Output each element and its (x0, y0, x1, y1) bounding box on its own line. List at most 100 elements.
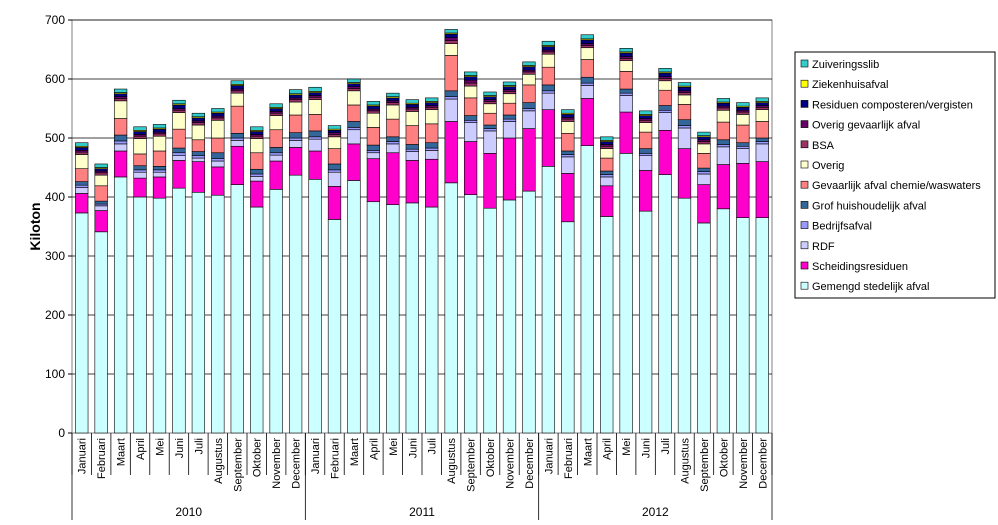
bar-segment (133, 135, 147, 139)
bar-segment (308, 92, 322, 96)
bar-segment (366, 110, 381, 114)
bar-segment (580, 39, 594, 44)
bar-segment (697, 141, 711, 145)
bar-segment (191, 157, 206, 162)
bar-segment (619, 48, 633, 53)
bar-segment (444, 121, 458, 184)
bar-segment (230, 137, 244, 141)
legend-swatch (800, 201, 809, 209)
bar-segment (386, 136, 400, 142)
bar-segment (677, 92, 692, 96)
bar-segment (75, 154, 89, 169)
bar-segment (269, 154, 283, 162)
bar-segment (444, 90, 458, 98)
bar-segment (755, 217, 769, 434)
bar-segment (619, 92, 633, 96)
bar-segment (386, 152, 400, 205)
bar-segment (172, 128, 186, 149)
bar-segment (308, 96, 322, 100)
bar-segment (269, 108, 283, 112)
bar-segment (677, 104, 692, 121)
bar-segment (522, 128, 536, 192)
bar-segment (211, 166, 225, 196)
x-tick-label: April (368, 438, 380, 460)
bar-segment (658, 89, 672, 106)
bar-segment (677, 119, 692, 126)
bar-segment (172, 152, 186, 157)
bar-segment (716, 208, 731, 434)
y-tick-label: 200 (45, 308, 65, 322)
bar-segment (94, 172, 108, 176)
bar-segment (269, 115, 283, 131)
year-label: 2011 (409, 505, 435, 519)
bar-segment (600, 176, 614, 187)
bar-segment (211, 194, 225, 434)
bar-segment (580, 59, 594, 78)
x-tick-label: Januari (310, 438, 322, 474)
bar-segment (619, 58, 633, 62)
bar-segment (152, 166, 167, 171)
bar-segment (94, 174, 108, 187)
bar-segment (425, 147, 439, 151)
bar-segment (366, 105, 381, 110)
x-tick-label: Februari (563, 438, 575, 479)
bar-segment (94, 205, 108, 211)
bar-segment (288, 132, 303, 139)
bar-segment (697, 131, 711, 136)
bar-segment (561, 114, 575, 118)
legend-label: Gevaarlijk afval chemie/waswaters (812, 180, 981, 192)
bar-segment (755, 137, 769, 142)
bar-segment (561, 118, 575, 122)
bar-segment (638, 131, 653, 149)
bar-segment (211, 152, 225, 159)
bar-segment (736, 111, 750, 115)
x-tick-label: Juni (641, 438, 653, 458)
bar-segment (483, 112, 497, 126)
bar-segment (230, 140, 244, 147)
bar-segment (75, 184, 89, 188)
bar-segment (347, 127, 361, 131)
bar-segment (638, 155, 653, 171)
bar-segment (580, 47, 594, 60)
bar-segment (600, 145, 614, 149)
bar-segment (172, 112, 186, 130)
x-tick-label: April (602, 438, 614, 460)
legend-swatch (800, 221, 809, 229)
bar-segment (736, 148, 750, 164)
bar-segment (211, 117, 225, 121)
bar-segment (405, 99, 419, 104)
bar-segment (288, 140, 303, 148)
bar-segment (405, 160, 419, 204)
bar-segment (191, 117, 206, 122)
bar-segment (463, 82, 478, 87)
legend-label: Overig (812, 160, 844, 172)
bar-segment (172, 109, 186, 113)
bar-segment (541, 166, 556, 434)
bar-segment (152, 150, 167, 167)
bar-segment (288, 99, 303, 103)
bar-segment (638, 122, 653, 133)
bar-segment (366, 101, 381, 106)
bar-segment (250, 173, 264, 177)
bar-segment (133, 169, 147, 173)
bar-segment (113, 176, 128, 434)
bar-segment (172, 99, 186, 105)
bar-segment (366, 201, 381, 434)
bar-segment (405, 104, 419, 108)
bar-segment (677, 148, 692, 199)
y-axis-label: Kiloton (27, 202, 43, 250)
bar-segment (736, 217, 750, 434)
bar-segment (444, 33, 458, 38)
y-tick-label: 500 (45, 131, 65, 145)
bar-segment (211, 112, 225, 117)
bar-segment (211, 160, 225, 168)
bar-segment (288, 174, 303, 434)
bar-segment (444, 55, 458, 92)
bar-segment (250, 131, 264, 135)
bar-segment (75, 212, 89, 434)
bar-segment (736, 124, 750, 144)
bar-segment (658, 109, 672, 113)
legend-label: Grof huishoudelijk afval (812, 200, 926, 212)
bar-segment (561, 221, 575, 434)
bar-segment (250, 180, 264, 208)
